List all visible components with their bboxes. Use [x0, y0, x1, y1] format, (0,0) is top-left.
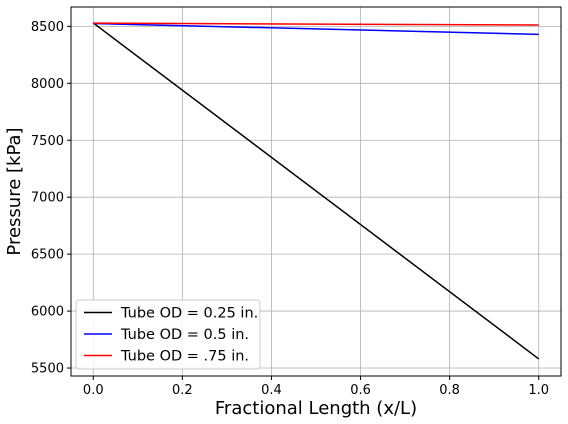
y-axis-label: Pressure [kPa]	[4, 127, 25, 255]
x-tick-label: 0.6	[350, 383, 371, 398]
series-line	[93, 22, 539, 26]
legend: Tube OD = 0.25 in. Tube OD = 0.5 in. Tube …	[75, 299, 261, 370]
plot-frame	[70, 6, 562, 377]
y-tick-label: 8000	[31, 77, 64, 92]
legend-entry: Tube OD = .75 in.	[120, 349, 249, 365]
y-tick-label: 7000	[31, 191, 64, 206]
grid	[71, 7, 561, 376]
legend-entry: Tube OD = 0.5 in.	[120, 327, 249, 343]
x-axis-ticks: 0.0 0.2 0.4 0.6 0.8 1.0	[83, 376, 549, 398]
y-tick-label: 7500	[31, 134, 64, 149]
series-lines	[92, 22, 540, 360]
y-tick-label: 6000	[31, 305, 64, 320]
legend-entry: Tube OD = 0.25 in.	[120, 306, 258, 322]
y-axis-ticks: 5500 6000 6500 7000 7500 8000 8500	[31, 20, 71, 377]
y-tick-label: 8500	[31, 20, 64, 35]
x-tick-label: 0.0	[83, 383, 104, 398]
x-tick-label: 0.4	[261, 383, 282, 398]
series-line	[93, 22, 539, 36]
series-line	[92, 22, 540, 360]
x-axis-label: Fractional Length (x/L)	[215, 398, 417, 419]
legend-box	[75, 299, 261, 370]
x-tick-label: 0.2	[172, 383, 193, 398]
y-tick-label: 5500	[31, 362, 64, 377]
x-tick-label: 1.0	[528, 383, 549, 398]
x-tick-label: 0.8	[439, 383, 460, 398]
y-tick-label: 6500	[31, 248, 64, 263]
